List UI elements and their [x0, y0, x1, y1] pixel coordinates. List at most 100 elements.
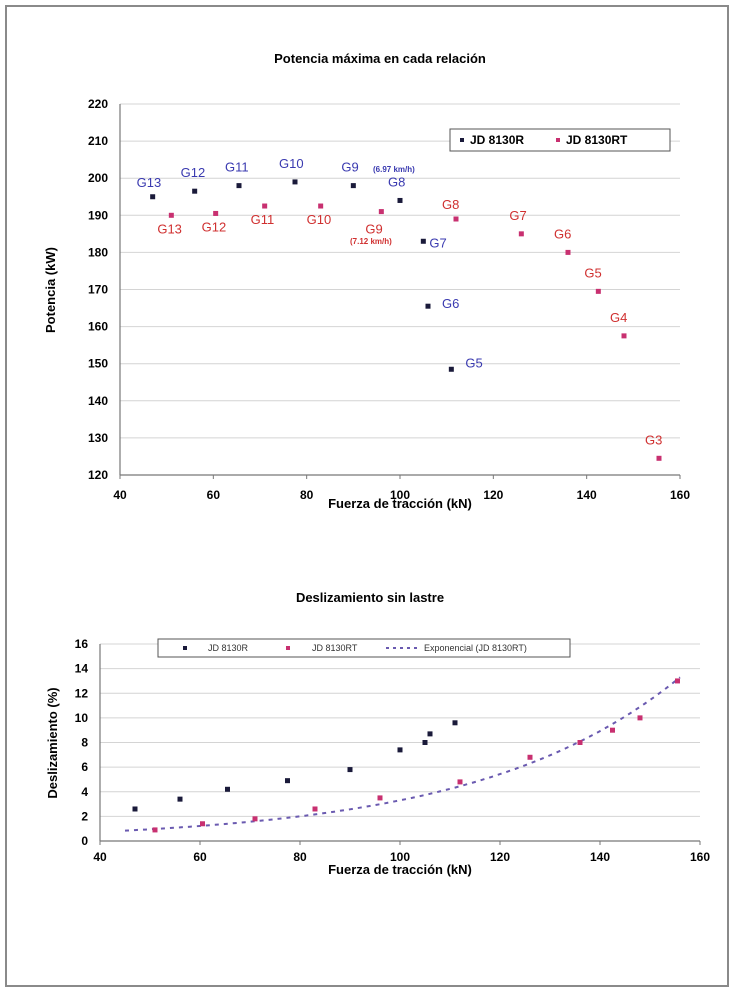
slip-point-rt-5: [457, 779, 463, 785]
point-rt-G10: [318, 203, 324, 209]
point-rt-G3: [656, 455, 662, 461]
legend-marker-r-2: [183, 646, 187, 650]
y-tick-label: 200: [88, 171, 108, 185]
y-tick-label: 210: [88, 134, 108, 148]
slip-point-rt-3: [312, 806, 318, 812]
y-tick-label: 10: [75, 711, 89, 725]
data-points-deslizamiento: [132, 678, 680, 833]
label-rt-G9: G9: [365, 222, 382, 237]
slip-point-rt-6: [527, 754, 533, 760]
y-tick-label: 4: [81, 785, 88, 799]
point-rt-G4: [621, 333, 627, 339]
chart-deslizamiento: Deslizamiento sin lastre 0 2 4 6 8 10 12 14 16 4…: [45, 590, 710, 877]
label-r-G9: G9: [341, 160, 358, 175]
x-tick-label: 60: [207, 488, 221, 502]
y-tick-label: 8: [81, 736, 88, 750]
y-tick-label: 2: [81, 809, 88, 823]
label-rt-G6: G6: [554, 226, 571, 241]
slip-point-rt-0: [152, 827, 158, 833]
slip-point-rt-2: [252, 816, 258, 822]
label-rt-G4: G4: [610, 310, 627, 325]
point-r-G10: [292, 179, 298, 185]
slip-point-r-3: [285, 778, 290, 784]
point-rt-G11: [262, 203, 268, 209]
label-r-G11: G11: [225, 160, 249, 175]
label-r-G7: G7: [429, 235, 446, 250]
point-rt-G5: [595, 288, 601, 294]
y-tick-label: 180: [88, 245, 108, 259]
point-rt-G9: [378, 209, 384, 215]
y-tick-label: 0: [81, 834, 88, 848]
y-tick-label: 6: [81, 760, 88, 774]
slip-point-r-8: [452, 720, 458, 726]
chart-potencia: Potencia máxima en cada relación 1201301…: [43, 51, 690, 511]
chart-title-potencia: Potencia máxima en cada relación: [274, 51, 486, 66]
x-ticks-deslizamiento: 40 60 80 100 120 140 160: [93, 841, 710, 864]
y-tick-label: 16: [75, 637, 89, 651]
x-tick-label: 160: [670, 488, 690, 502]
point-r-G5: [448, 366, 454, 372]
point-rt-G13: [168, 212, 174, 218]
slip-point-rt-7: [577, 740, 583, 745]
point-r-G13: [150, 194, 156, 200]
slip-point-r-4: [347, 767, 353, 773]
y-axis-label-potencia: Potencia (kW): [43, 247, 58, 333]
point-rt-G8: [453, 216, 459, 222]
x-tick-label: 160: [690, 850, 710, 864]
legend-label-r-2: JD 8130R: [208, 643, 249, 653]
x-tick-label: 140: [590, 850, 610, 864]
x-tick-label: 80: [300, 488, 314, 502]
point-rt-G7: [518, 231, 524, 237]
x-tick-label: 60: [193, 850, 207, 864]
y-axis-label-deslizamiento: Deslizamiento (%): [45, 687, 60, 798]
y-tick-label: 150: [88, 357, 108, 371]
slip-point-rt-10: [675, 678, 680, 684]
legend-label-trend: Exponencial (JD 8130RT): [424, 643, 527, 653]
x-tick-label: 40: [113, 488, 127, 502]
label-r-G12: G12: [181, 165, 206, 180]
legend-label-r: JD 8130R: [470, 133, 524, 147]
chart-title-deslizamiento: Deslizamiento sin lastre: [296, 590, 444, 605]
x-axis-label-potencia: Fuerza de tracción (kN): [328, 496, 472, 511]
label-rt-G3: G3: [645, 432, 662, 447]
y-tick-label: 12: [75, 686, 89, 700]
legend-label-rt-2: JD 8130RT: [312, 643, 358, 653]
y-ticks-deslizamiento: 0 2 4 6 8 10 12 14 16: [75, 637, 89, 848]
legend-marker-rt-2: [286, 646, 290, 650]
point-r-G8: [397, 197, 403, 203]
x-tick-label: 40: [93, 850, 107, 864]
point-r-G12: [192, 188, 198, 194]
point-r-G11: [236, 183, 242, 189]
legend-marker-r: [460, 138, 464, 142]
legend-potencia: JD 8130R JD 8130RT: [449, 128, 671, 152]
slip-point-r-7: [427, 731, 433, 737]
label-r-G10: G10: [279, 156, 304, 171]
point-r-G7: [420, 238, 426, 244]
x-tick-label: 100: [390, 850, 410, 864]
y-tick-label: 14: [75, 662, 89, 676]
slip-point-r-6: [422, 740, 428, 745]
x-tick-label: 140: [577, 488, 597, 502]
annotation-g9-speed: (6.97 km/h): [373, 165, 415, 174]
label-rt-G12: G12: [202, 219, 227, 234]
y-tick-label: 120: [88, 468, 108, 482]
point-labels-potencia: G13 G12 G11 G10 G9 G8 G7 G6 G5 G13 G12 G11 G10 G9 G8 G7…: [137, 156, 663, 447]
legend-deslizamiento: JD 8130R JD 8130RT Exponencial (JD 8130R…: [157, 638, 571, 658]
slip-point-rt-4: [377, 795, 383, 801]
point-r-G9: [350, 183, 356, 189]
legend-label-rt: JD 8130RT: [566, 133, 628, 147]
y-ticks-potencia: 120 130 140 150 160 170 180 190 200 210 220: [88, 97, 108, 482]
label-rt-G7: G7: [509, 208, 526, 223]
data-points-potencia: [150, 179, 662, 461]
x-tick-label: 100: [390, 488, 410, 502]
label-rt-G11: G11: [251, 212, 275, 227]
label-rt-G13: G13: [157, 221, 182, 236]
x-axis-label-deslizamiento: Fuerza de tracción (kN): [328, 862, 472, 877]
label-r-G5: G5: [465, 355, 482, 370]
y-tick-label: 140: [88, 394, 108, 408]
slip-point-rt-1: [200, 821, 205, 827]
slip-point-r-0: [132, 806, 138, 812]
point-r-G6: [425, 303, 431, 309]
y-tick-label: 170: [88, 283, 108, 297]
x-tick-label: 80: [293, 850, 307, 864]
